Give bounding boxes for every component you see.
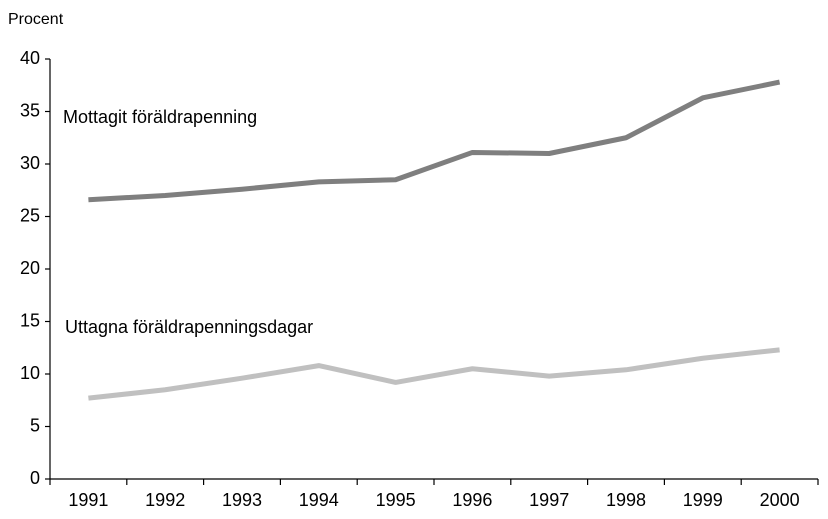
y-tick-label: 0 [30,468,40,488]
series-line [88,79,781,203]
y-tick-label: 25 [20,205,40,225]
x-tick-label: 1994 [299,490,339,510]
x-tick-label: 1998 [606,490,646,510]
y-tick-label: 40 [20,48,40,68]
y-tick-label: 35 [20,100,40,120]
series-label: Mottagit föräldrapenning [63,107,257,127]
x-tick-label: 1992 [145,490,185,510]
x-tick-label: 1993 [222,490,262,510]
x-tick-label: 1997 [529,490,569,510]
series-label: Uttagna föräldrapenningsdagar [65,317,313,337]
y-tick-label: 15 [20,310,40,330]
y-tick-label: 20 [20,258,40,278]
x-tick-label: 1995 [376,490,416,510]
y-tick-label: 10 [20,363,40,383]
x-tick-label: 1999 [683,490,723,510]
y-axis-label: Procent [8,11,64,28]
x-tick-label: 1996 [452,490,492,510]
y-tick-label: 5 [30,415,40,435]
x-tick-label: 1991 [68,490,108,510]
y-tick-label: 30 [20,153,40,173]
series-line [88,347,780,401]
x-tick-label: 2000 [760,490,800,510]
